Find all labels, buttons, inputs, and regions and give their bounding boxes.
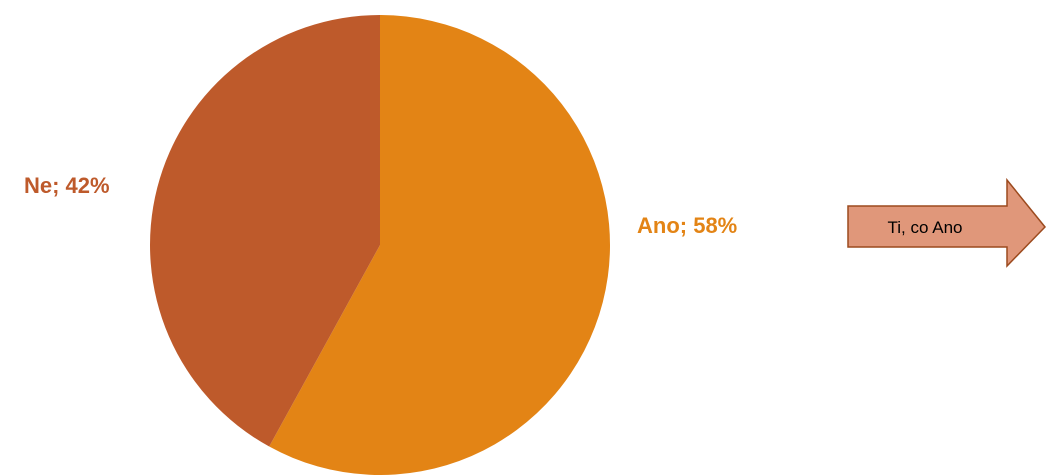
pie-slice-ne bbox=[150, 15, 380, 447]
pie-slice-ano bbox=[269, 15, 610, 475]
slice-label-ne: Ne; 42% bbox=[24, 173, 110, 198]
right-arrow-icon bbox=[847, 177, 1046, 268]
slice-label-ano: Ano; 58% bbox=[637, 213, 737, 238]
callout-text: Ti, co Ano bbox=[888, 218, 963, 237]
pie-slices bbox=[150, 15, 610, 475]
callout-arrow: Ti, co Ano bbox=[847, 177, 1046, 268]
